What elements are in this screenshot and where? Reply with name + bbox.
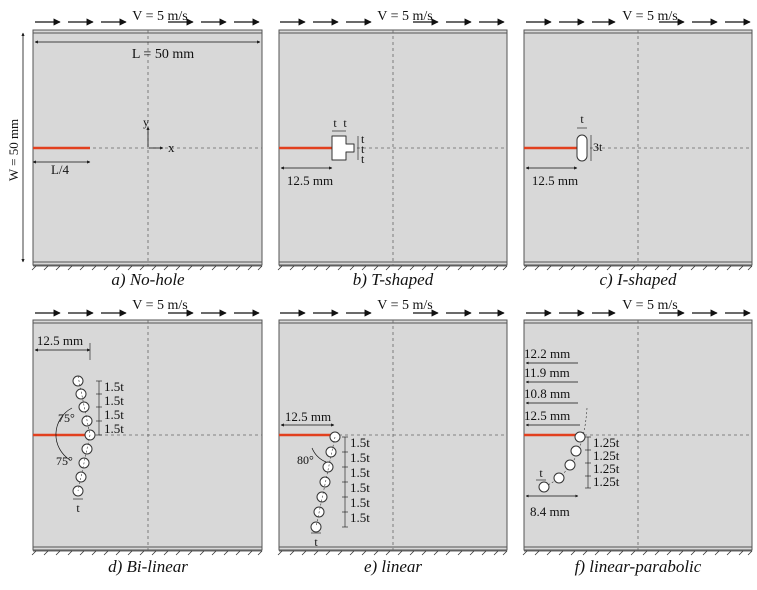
velocity-label-d: V = 5 m/s <box>132 298 187 313</box>
panel-c: V = 5 m/s t 3t 12.5 mm c) I-shaped <box>522 9 753 289</box>
three-t-dim: 3t <box>593 140 603 154</box>
t-dim-2: t <box>343 116 347 130</box>
dim-f-3: 12.5 mm <box>524 408 570 423</box>
velocity-label-e: V = 5 m/s <box>377 298 432 313</box>
support-c <box>522 265 753 271</box>
spacing-d-2: 1.5t <box>104 407 124 422</box>
dim-f-1: 11.9 mm <box>524 365 570 380</box>
caption-e: e) linear <box>364 557 422 576</box>
t-dim-e: t <box>314 535 318 549</box>
spacing-d-1: 1.5t <box>104 393 124 408</box>
spacing-f-2: 1.25t <box>593 461 620 476</box>
bottom-dist-f: 8.4 mm <box>530 504 570 519</box>
caption-c: c) I-shaped <box>600 270 677 289</box>
caption-b: b) T-shaped <box>353 270 434 289</box>
dist-label-b: 12.5 mm <box>287 173 333 188</box>
panel-e: V = 5 m/s 12.5 mm 80° 1.5t 1.5t 1.5t <box>277 298 508 576</box>
support-f <box>522 550 753 556</box>
spacing-f-0: 1.25t <box>593 435 620 450</box>
velocity-label-a: V = 5 m/s <box>132 9 187 24</box>
dist-label-c: 12.5 mm <box>532 173 578 188</box>
t-right-1: t <box>361 132 365 146</box>
velocity-label-b: V = 5 m/s <box>377 9 432 24</box>
x-axis-label: x <box>168 140 175 155</box>
crack-length-label: L/4 <box>51 162 70 177</box>
dim-f-2: 10.8 mm <box>524 386 570 401</box>
t-dim-c: t <box>580 112 584 126</box>
caption-d: d) Bi-linear <box>108 557 188 576</box>
panel-f: V = 5 m/s 12.2 mm 11.9 mm 10.8 mm 12.5 m… <box>522 298 753 576</box>
t-right-2: t <box>361 142 365 156</box>
dist-label-e: 12.5 mm <box>285 409 331 424</box>
spacing-e-4: 1.5t <box>350 495 370 510</box>
i-shaped-hole <box>576 134 588 162</box>
angle-e: 80° <box>297 453 314 467</box>
spacing-e-3: 1.5t <box>350 480 370 495</box>
length-label: L = 50 mm <box>132 47 194 62</box>
dist-label-d: 12.5 mm <box>37 333 83 348</box>
spacing-f-1: 1.25t <box>593 448 620 463</box>
y-axis-label: y <box>143 115 149 129</box>
support-b <box>277 265 508 271</box>
t-dim-f: t <box>539 466 543 480</box>
t-dim-d: t <box>76 501 80 515</box>
spacing-e-0: 1.5t <box>350 435 370 450</box>
spacing-d-3: 1.5t <box>104 421 124 436</box>
velocity-label-c: V = 5 m/s <box>622 9 677 24</box>
angle-bottom-d: 75° <box>56 454 73 468</box>
t-dim-1: t <box>333 116 337 130</box>
spacing-d-0: 1.5t <box>104 379 124 394</box>
support-d <box>31 550 263 556</box>
spacing-e-1: 1.5t <box>350 450 370 465</box>
support-a <box>31 265 263 271</box>
panel-a: V = 5 m/s L = 50 mm W = 50 mm L/4 x y a)… <box>6 9 263 289</box>
caption-f: f) linear-parabolic <box>575 557 702 576</box>
velocity-label-f: V = 5 m/s <box>622 298 677 313</box>
spacing-e-5: 1.5t <box>350 510 370 525</box>
holes-d <box>72 375 96 497</box>
angle-top-d: 75° <box>58 411 75 425</box>
spacing-e-2: 1.5t <box>350 465 370 480</box>
panel-b: V = 5 m/s t t t t t 12.5 mm b) T-shaped <box>277 9 508 289</box>
dim-f-0: 12.2 mm <box>524 346 570 361</box>
t-right-3: t <box>361 152 365 166</box>
spacing-f-3: 1.25t <box>593 474 620 489</box>
support-e <box>277 550 508 556</box>
panel-d: V = 5 m/s 12.5 mm 75° 75° <box>31 298 263 576</box>
width-label: W = 50 mm <box>6 119 21 181</box>
caption-a: a) No-hole <box>111 270 185 289</box>
t-shaped-hole <box>331 135 355 161</box>
